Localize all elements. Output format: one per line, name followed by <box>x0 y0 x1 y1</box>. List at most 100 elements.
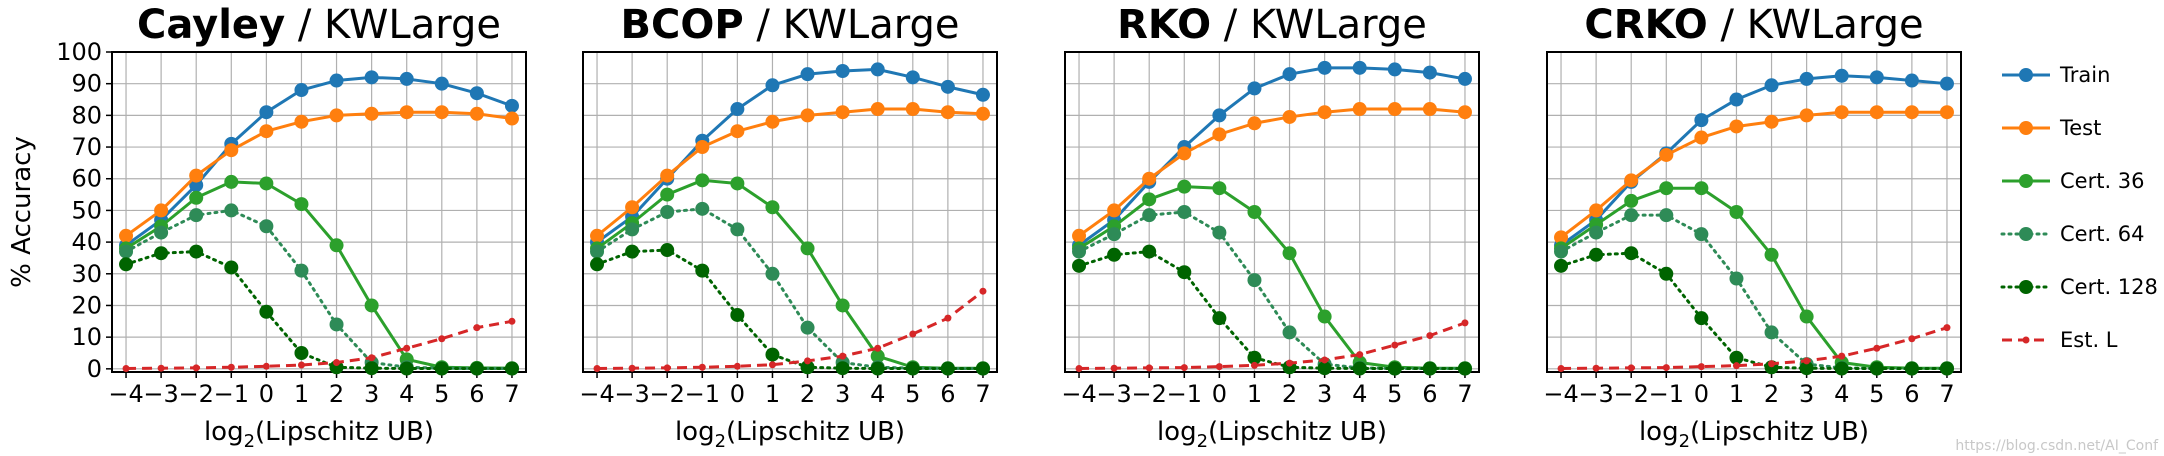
data-point-cert-128 <box>1869 361 1884 376</box>
panel-title-model: Cayley <box>137 2 285 48</box>
series-cert-36 <box>1072 179 1472 376</box>
x-tick-label: 2 <box>1764 380 1779 408</box>
data-point-test <box>1457 105 1472 120</box>
data-point-est-l <box>297 361 305 369</box>
x-axis-label: log2(Lipschitz UB) <box>1639 417 1869 452</box>
data-point-train <box>1317 60 1332 75</box>
data-point-est-l <box>733 362 741 370</box>
series-cert-64 <box>119 203 519 376</box>
data-point-est-l <box>839 352 847 360</box>
data-point-est-l <box>1592 364 1600 372</box>
data-point-train <box>259 105 274 120</box>
panel-title-model: BCOP <box>621 2 744 48</box>
data-point-test <box>224 143 239 158</box>
data-point-train <box>399 71 414 86</box>
data-point-cert-36 <box>1317 309 1332 324</box>
x-tick-label: 6 <box>1904 380 1919 408</box>
series-est-l <box>1075 319 1469 373</box>
data-point-test <box>940 105 955 120</box>
series-line-cert-64 <box>1077 210 1467 371</box>
data-point-est-l <box>1250 361 1258 369</box>
data-point-test <box>1624 173 1639 188</box>
series-cert-128 <box>590 243 990 376</box>
data-point-est-l <box>1943 324 1951 332</box>
series-cert-128 <box>1072 244 1472 376</box>
data-point-train <box>1869 70 1884 85</box>
data-point-train <box>364 70 379 85</box>
x-tick-label: 0 <box>730 380 745 408</box>
panel-title-model: RKO <box>1117 2 1211 48</box>
data-point-cert-64 <box>1282 325 1297 340</box>
data-point-test <box>434 105 449 120</box>
legend-marker <box>2019 227 2033 241</box>
series-train <box>1554 68 1954 253</box>
data-point-cert-128 <box>625 244 640 259</box>
data-point-cert-64 <box>1764 325 1779 340</box>
data-point-train <box>329 73 344 88</box>
legend-entry-est-l: Est. L <box>2002 328 2118 352</box>
data-point-cert-128 <box>1834 361 1849 376</box>
data-point-test <box>1387 102 1402 117</box>
data-point-cert-64 <box>119 244 134 259</box>
data-point-est-l <box>1838 352 1846 360</box>
y-tick-label: 20 <box>71 291 102 319</box>
x-tick-label: 7 <box>1939 380 1954 408</box>
data-point-test <box>154 203 169 218</box>
data-point-cert-64 <box>1589 225 1604 240</box>
legend-marker <box>2019 174 2033 188</box>
data-point-cert-128 <box>800 360 815 375</box>
data-point-est-l <box>473 324 481 332</box>
x-tick-label: 2 <box>1282 380 1297 408</box>
data-point-cert-64 <box>224 203 239 218</box>
data-point-cert-36 <box>765 200 780 215</box>
x-tick-label: 5 <box>1387 380 1402 408</box>
data-point-est-l <box>438 335 446 343</box>
data-point-est-l <box>874 344 882 352</box>
data-point-cert-64 <box>625 222 640 237</box>
x-tick-label: −1 <box>1649 380 1684 408</box>
y-tick-label: 70 <box>71 133 102 161</box>
series-line-est-l <box>1561 326 1948 371</box>
data-point-test <box>1282 109 1297 124</box>
data-point-est-l <box>227 363 235 371</box>
data-point-cert-128 <box>1659 266 1674 281</box>
legend-marker <box>2022 336 2030 344</box>
x-tick-label: 3 <box>364 380 379 408</box>
data-point-est-l <box>1145 364 1153 372</box>
data-point-train <box>1387 62 1402 77</box>
plot-frame <box>1546 51 1962 373</box>
data-point-est-l <box>1662 364 1670 372</box>
x-axis-label-subscript: 2 <box>244 431 255 452</box>
data-point-test <box>1764 114 1779 129</box>
legend-label: Cert. 128 <box>2060 275 2158 299</box>
panel-title: BCOP / KWLarge <box>621 2 960 48</box>
series-line-train <box>1560 74 1948 247</box>
panel-title: RKO / KWLarge <box>1117 2 1427 48</box>
x-tick-label: 7 <box>1457 380 1472 408</box>
panel-title-dataset: / KWLarge <box>1211 2 1427 48</box>
data-point-cert-128 <box>1904 361 1919 376</box>
data-point-cert-128 <box>940 361 955 376</box>
data-point-test <box>364 106 379 121</box>
data-point-cert-36 <box>1177 179 1192 194</box>
data-point-est-l <box>909 330 917 338</box>
data-point-test <box>1212 127 1227 142</box>
data-point-cert-36 <box>1659 181 1674 196</box>
y-axis-label: % Accuracy <box>7 136 37 288</box>
data-point-test <box>1939 105 1954 120</box>
x-tick-label: −3 <box>614 380 649 408</box>
x-tick-label: −4 <box>1543 380 1578 408</box>
data-point-cert-128 <box>1177 265 1192 280</box>
data-point-cert-36 <box>329 238 344 253</box>
data-point-cert-128 <box>1422 361 1437 376</box>
data-point-est-l <box>1557 365 1565 373</box>
x-tick-label: 1 <box>1247 380 1262 408</box>
data-point-test <box>1317 105 1332 120</box>
y-tick-label: 90 <box>71 70 102 98</box>
data-point-est-l <box>663 364 671 372</box>
legend: Train Test Cert. 36 Cert. 64 Cert. 128 Est. L <box>2000 63 2158 352</box>
data-point-test <box>399 105 414 120</box>
data-point-train <box>1457 71 1472 86</box>
